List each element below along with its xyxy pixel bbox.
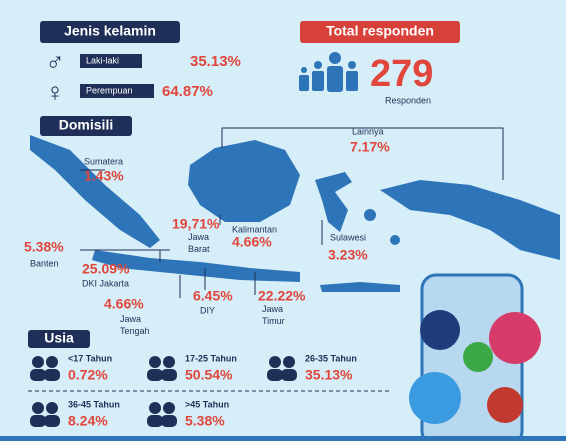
region-value: 6.45% bbox=[193, 288, 233, 304]
domicile-title: Domisili bbox=[59, 117, 113, 133]
age-icon bbox=[30, 402, 60, 427]
region-name: Jawa Barat bbox=[188, 232, 210, 254]
region-value: 5.38% bbox=[24, 239, 64, 255]
bottom-strip bbox=[0, 436, 566, 441]
total-title: Total responden bbox=[326, 23, 434, 39]
gender-value: 64.87% bbox=[162, 83, 213, 100]
label-box bbox=[80, 84, 154, 98]
leader-lines bbox=[80, 127, 504, 298]
region-name: Sumatera bbox=[84, 156, 123, 166]
age-icon bbox=[147, 402, 177, 427]
age-icon bbox=[30, 356, 60, 381]
region-name: Sulawesi bbox=[330, 232, 366, 242]
region-name: Jawa Timur bbox=[262, 304, 285, 326]
male-icon: ♂ bbox=[45, 47, 65, 77]
region-name: Jawa Tengah bbox=[120, 314, 150, 336]
age-icon bbox=[147, 356, 177, 381]
age-label: 26-35 Tahun bbox=[305, 353, 357, 363]
region-value: 7.17% bbox=[350, 139, 390, 155]
label-box bbox=[80, 54, 142, 68]
region-name: DIY bbox=[200, 305, 215, 315]
header-box bbox=[40, 21, 180, 43]
region-value: 22.22% bbox=[258, 288, 306, 304]
map bbox=[30, 135, 560, 292]
age-label: >45 Tahun bbox=[185, 399, 229, 409]
total-value: 279 bbox=[370, 53, 433, 95]
age-icon bbox=[267, 356, 297, 381]
age-value: 5.38% bbox=[185, 413, 225, 429]
region-name: Kalimantan bbox=[232, 224, 277, 234]
gender-label: Perempuan bbox=[86, 85, 133, 95]
region-name: Lainnya bbox=[352, 126, 384, 136]
age-label: <17 Tahun bbox=[68, 353, 112, 363]
gender-title: Jenis kelamin bbox=[64, 23, 156, 39]
region-value: 3.23% bbox=[328, 247, 368, 263]
header-box bbox=[40, 116, 132, 136]
region-value: 4.66% bbox=[104, 296, 144, 312]
gender-label: Laki-laki bbox=[86, 55, 119, 65]
female-icon: ♀ bbox=[45, 77, 65, 107]
region-value: 19,71% bbox=[172, 216, 220, 232]
people-icon bbox=[299, 52, 358, 92]
age-value: 50.54% bbox=[185, 367, 233, 383]
age-value: 0.72% bbox=[68, 367, 108, 383]
header-box bbox=[300, 21, 460, 43]
region-value: 25.09% bbox=[82, 261, 130, 277]
phone bbox=[409, 273, 541, 441]
age-label: 17-25 Tahun bbox=[185, 353, 237, 363]
region-value: 4.66% bbox=[232, 234, 272, 250]
gender-value: 35.13% bbox=[190, 53, 241, 70]
age-value: 8.24% bbox=[68, 413, 108, 429]
region-value: 1.43% bbox=[84, 168, 124, 184]
age-title: Usia bbox=[44, 330, 74, 346]
age-label: 36-45 Tahun bbox=[68, 399, 120, 409]
total-unit: Responden bbox=[385, 95, 431, 105]
age-value: 35.13% bbox=[305, 367, 353, 383]
header-box bbox=[28, 330, 90, 348]
region-name: DKI Jakarta bbox=[82, 278, 129, 288]
region-name: Banten bbox=[30, 258, 59, 268]
